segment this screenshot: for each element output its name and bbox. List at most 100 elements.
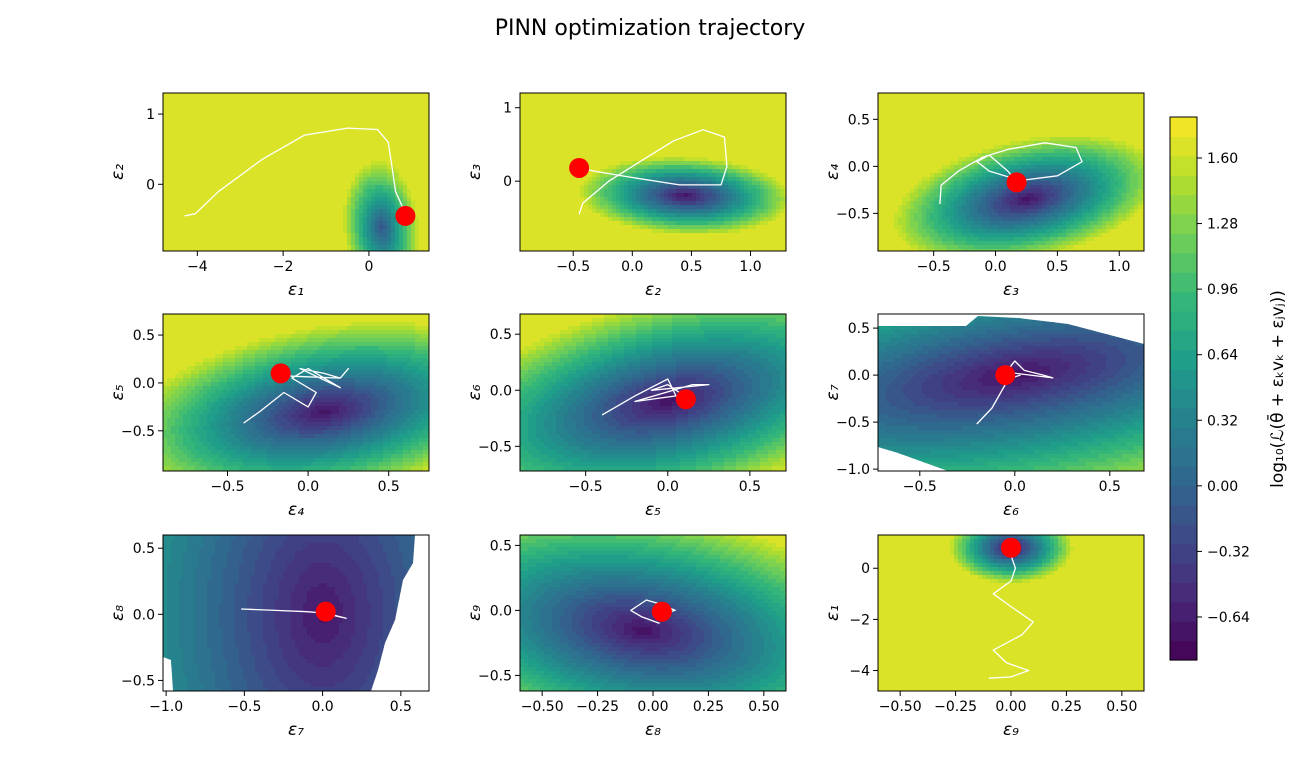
x-tick-label: 0.5	[1099, 479, 1121, 495]
y-tick-label: −0.5	[121, 673, 155, 689]
x-tick-label: 1.0	[739, 259, 761, 275]
axes-frame	[877, 313, 1145, 472]
x-tick-label: 0	[364, 259, 373, 275]
axes-frame	[519, 92, 787, 252]
y-tick-label: 0.5	[133, 328, 155, 344]
x-tick-label: −0.5	[227, 699, 261, 715]
y-tick-label: −0.5	[121, 424, 155, 440]
x-tick-label: 0.5	[680, 259, 702, 275]
x-axis-label: ε₄	[288, 500, 304, 520]
y-axis-label: ε₇	[823, 384, 843, 400]
y-tick-label: −4	[849, 664, 870, 680]
subplot-5: −0.5 0.0 0.5 −0.5 0.0 0.5 ε₅ ε₆	[465, 313, 787, 520]
final-point-marker	[1001, 537, 1021, 558]
y-axis-label: ε₆	[465, 384, 485, 400]
contour-surface	[878, 316, 1144, 471]
x-tick-label: −0.50	[879, 699, 922, 715]
final-point-marker	[651, 601, 672, 622]
x-tick-label: −0.5	[556, 259, 590, 275]
final-point-marker	[1006, 172, 1027, 193]
trajectory-line	[243, 367, 350, 424]
y-tick-label: 0.0	[490, 383, 512, 399]
y-tick-label: 0.5	[848, 112, 870, 128]
trajectory-line	[988, 547, 1034, 679]
y-tick-label: −0.5	[836, 415, 870, 431]
colorbar-tick-label: 0.32	[1207, 413, 1238, 429]
colorbar-tick-label: 1.28	[1207, 217, 1238, 233]
colorbar-tick-label: 0.64	[1207, 348, 1238, 364]
subplot-grid: −4 −2 0 0 1 ε₁ ε₂ −0.5 0.0 0.5 1.0 0 1 ε₂ ε₃ −0.5 0.0 0.5…	[108, 92, 1145, 740]
trajectory-line	[578, 129, 728, 215]
y-axis-label: ε₄	[823, 164, 843, 180]
colorbar-tick-label: −0.64	[1207, 610, 1250, 626]
y-tick-label: 0.5	[490, 327, 512, 343]
y-tick-label: −0.5	[478, 439, 512, 455]
colorbar-tick-label: 0.96	[1207, 282, 1238, 298]
subplot-4: −0.5 0.0 0.5 −0.5 0.0 0.5 ε₄ ε₅	[108, 313, 430, 520]
y-tick-label: 1	[146, 107, 155, 123]
x-axis-label: ε₉	[1003, 720, 1019, 740]
y-tick-label: 0.0	[848, 159, 870, 175]
x-tick-label: 0.25	[693, 699, 724, 715]
subplot-9: −0.50 −0.25 0.00 0.25 0.50 −4 −2 0 ε₉ ε₁	[823, 534, 1145, 740]
x-axis-label: ε₈	[645, 720, 661, 740]
y-axis-label: ε₅	[108, 384, 128, 400]
colorbar-tick-label: 0.00	[1207, 479, 1238, 495]
axes-frame	[877, 92, 1145, 252]
colorbar-ticks: 1.60 1.28 0.96 0.64 0.32 0.00 −0.32 −0.64	[1197, 151, 1250, 626]
x-tick-label: 0.0	[621, 259, 643, 275]
y-tick-label: 0.5	[490, 538, 512, 554]
x-tick-label: 0.5	[390, 699, 412, 715]
subplot-6: −0.5 0.0 0.5 −1.0 −0.5 0.0 0.5 ε₆ ε₇	[823, 313, 1145, 520]
trajectory-line	[601, 378, 710, 416]
subplot-1: −4 −2 0 0 1 ε₁ ε₂	[108, 92, 430, 300]
x-tick-label: 1.0	[1108, 259, 1130, 275]
axes-frame	[519, 313, 787, 472]
y-tick-label: −2	[849, 612, 870, 628]
contour-surface	[520, 314, 786, 471]
y-tick-label: 0.0	[490, 603, 512, 619]
final-point-marker	[995, 365, 1016, 386]
contour-surface	[878, 535, 1144, 691]
colorbar-label: log₁₀(ℒ(θ̄ + εₖvₖ + εⱼvⱼ))	[1266, 290, 1288, 488]
subplot-8: −0.50 −0.25 0.00 0.25 0.50 −0.5 0.0 0.5 ε₈ ε₉	[465, 534, 787, 740]
x-tick-label: −4	[187, 259, 208, 275]
x-tick-label: 0.5	[378, 479, 400, 495]
axes-frame	[162, 534, 430, 692]
x-tick-label: 0.5	[1046, 259, 1068, 275]
x-tick-label: 0.00	[637, 699, 668, 715]
y-tick-label: 0.5	[133, 541, 155, 557]
x-tick-label: −0.50	[521, 699, 564, 715]
y-tick-label: 0	[503, 174, 512, 190]
x-tick-label: 0.0	[657, 479, 679, 495]
x-axis-label: ε₅	[645, 500, 661, 520]
x-tick-label: 0.25	[1051, 699, 1082, 715]
final-point-marker	[675, 389, 696, 410]
final-point-marker	[395, 205, 416, 226]
colorbar-levels	[1170, 117, 1197, 661]
x-tick-label: −1.0	[149, 699, 183, 715]
x-tick-label: 0.5	[739, 479, 761, 495]
subplot-3: −0.5 0.0 0.5 1.0 −0.5 0.0 0.5 ε₃ ε₄	[823, 92, 1145, 300]
trajectory-line	[184, 127, 407, 217]
y-axis-label: ε₈	[108, 605, 128, 621]
x-tick-label: −0.5	[903, 479, 937, 495]
x-tick-label: −0.5	[569, 479, 603, 495]
x-axis-label: ε₂	[645, 280, 661, 300]
x-tick-label: −0.5	[210, 479, 244, 495]
axes-frame	[162, 92, 430, 252]
trajectory-line	[939, 142, 1083, 205]
final-point-marker	[270, 363, 291, 384]
y-tick-label: 0.5	[848, 321, 870, 337]
x-tick-label: 0.50	[748, 699, 779, 715]
final-point-marker	[315, 601, 336, 622]
contour-surface	[163, 535, 415, 691]
y-tick-label: −0.5	[478, 668, 512, 684]
contour-surface	[163, 93, 429, 251]
colorbar-tick-label: −0.32	[1207, 544, 1250, 560]
x-axis-label: ε₁	[288, 280, 304, 300]
subplot-7: −1.0 −0.5 0.0 0.5 −0.5 0.0 0.5 ε₇ ε₈	[108, 534, 430, 740]
y-axis-label: ε₂	[108, 164, 128, 180]
y-tick-label: −1.0	[836, 462, 870, 478]
